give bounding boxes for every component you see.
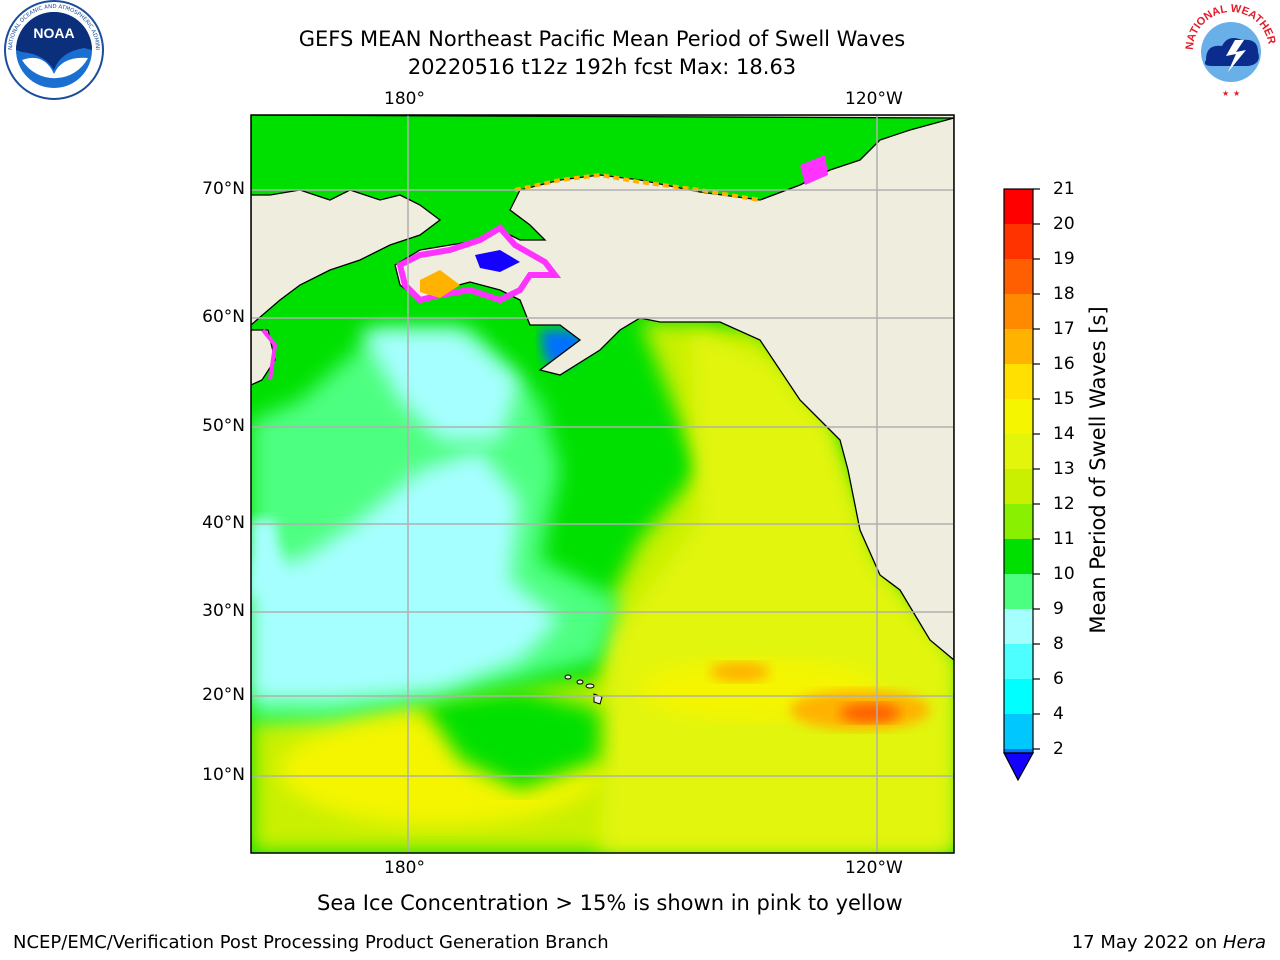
colorbar-label: Mean Period of Swell Waves [s] <box>1086 306 1110 634</box>
colorbar-bin-19 <box>1004 259 1033 294</box>
colorbar-frame <box>1003 188 1034 754</box>
colorbar-tick-11: 11 <box>1053 529 1075 549</box>
field-region-8s <box>251 450 560 700</box>
colorbar-tick-20: 20 <box>1053 214 1075 234</box>
noaa-logo-text: NOAA <box>33 25 74 41</box>
noaa-logo: NOAA NATIONAL OCEANIC AND ATMOSPHERIC AD… <box>0 0 104 100</box>
colorbar-bin-14 <box>1004 434 1033 469</box>
land-asia <box>251 115 442 326</box>
sea-ice-core <box>475 250 520 272</box>
colorbar-bin-15 <box>1004 399 1033 434</box>
colorbar-tick-9: 9 <box>1053 599 1064 619</box>
field-region-8s-north <box>360 330 520 440</box>
map-frame <box>250 114 955 854</box>
colorbar <box>1003 188 1040 782</box>
colorbar-bin-6 <box>1004 679 1033 714</box>
colorbar-tick-13: 13 <box>1053 459 1075 479</box>
field-band-green <box>420 690 600 790</box>
chart-subtitle: 20220516 t12z 192h fcst Max: 18.63 <box>407 55 797 79</box>
colorbar-tick-14: 14 <box>1053 424 1075 444</box>
colorbar-bin-16 <box>1004 364 1033 399</box>
lat-label-20n: 20°N <box>202 685 245 705</box>
chart-title: GEFS MEAN Northeast Pacific Mean Period … <box>298 27 906 51</box>
nws-ring-text: NATIONAL WEATHER SERVICE <box>0 0 1278 50</box>
lat-label-40n: 40°N <box>202 513 245 533</box>
colorbar-extend-arrow <box>1003 752 1035 782</box>
colorbar-tick-10: 10 <box>1053 564 1075 584</box>
svg-text:NATIONAL WEATHER SERVICE: NATIONAL WEATHER SERVICE <box>0 0 1278 50</box>
colorbar-bin-17 <box>1004 329 1033 364</box>
colorbar-tick-16: 16 <box>1053 354 1075 374</box>
colorbar-bin-4 <box>1004 714 1033 749</box>
sea-ice-kamchatka <box>261 328 278 381</box>
colorbar-tick-18: 18 <box>1053 284 1075 304</box>
colorbar-bin-12 <box>1004 504 1033 539</box>
colorbar-bin-20 <box>1004 224 1033 259</box>
colorbar-bin-10 <box>1004 574 1033 609</box>
colorbar-tick-12: 12 <box>1053 494 1075 514</box>
sea-ice-yellow <box>420 270 460 298</box>
colorbar-tick-8: 8 <box>1053 634 1064 654</box>
colorbar-tick-17: 17 <box>1053 319 1075 339</box>
footer-left: NCEP/EMC/Verification Post Processing Pr… <box>13 932 609 953</box>
footer-right: 17 May 2022 on Hera <box>1072 932 1266 953</box>
lat-label-60n: 60°N <box>202 307 245 327</box>
svg-text:★: ★ <box>1233 89 1240 98</box>
lat-label-70n: 70°N <box>202 179 245 199</box>
sea-ice-note: Sea Ice Concentration > 15% is shown in … <box>317 891 903 915</box>
graticule <box>251 115 954 853</box>
colorbar-tick-21: 21 <box>1053 179 1075 199</box>
colorbar-bin-2 <box>1004 749 1033 753</box>
sea-ice-mackenzie <box>800 155 828 185</box>
colorbar-bin-21 <box>1004 189 1033 224</box>
nws-logo: NATIONAL WEATHER SERVICE ★ ★ <box>0 0 1280 99</box>
map-area <box>251 115 954 853</box>
field-bay-blue <box>540 330 585 370</box>
colorbar-bin-11 <box>1004 539 1033 574</box>
lat-label-30n: 30°N <box>202 601 245 621</box>
field-region-17s-b <box>710 662 770 682</box>
lon-label-top-120w: 120°W <box>845 89 903 109</box>
lon-label-top-180: 180° <box>384 89 425 109</box>
colorbar-bin-18 <box>1004 294 1033 329</box>
colorbar-bin-8 <box>1004 644 1033 679</box>
field-region-8s-west <box>251 520 285 600</box>
lon-label-bottom-120w: 120°W <box>845 858 903 878</box>
colorbar-tick-6: 6 <box>1053 669 1064 689</box>
colorbar-tick-19: 19 <box>1053 249 1075 269</box>
lat-label-10n: 10°N <box>202 765 245 785</box>
colorbar-bin-13 <box>1004 469 1033 504</box>
footer-date: 17 May 2022 on <box>1071 932 1223 953</box>
colorbar-ticks <box>1033 188 1040 750</box>
colorbar-tick-2: 2 <box>1053 739 1064 759</box>
colorbar-bin-9 <box>1004 609 1033 644</box>
lat-label-50n: 50°N <box>202 416 245 436</box>
colorbar-tick-4: 4 <box>1053 704 1064 724</box>
colorbar-tick-15: 15 <box>1053 389 1075 409</box>
sea-ice-edge-bering <box>396 224 562 304</box>
footer-host: Hera <box>1222 932 1266 953</box>
svg-text:★: ★ <box>1222 89 1229 98</box>
field-region-19s <box>840 703 900 723</box>
lon-label-bottom-180: 180° <box>384 858 425 878</box>
